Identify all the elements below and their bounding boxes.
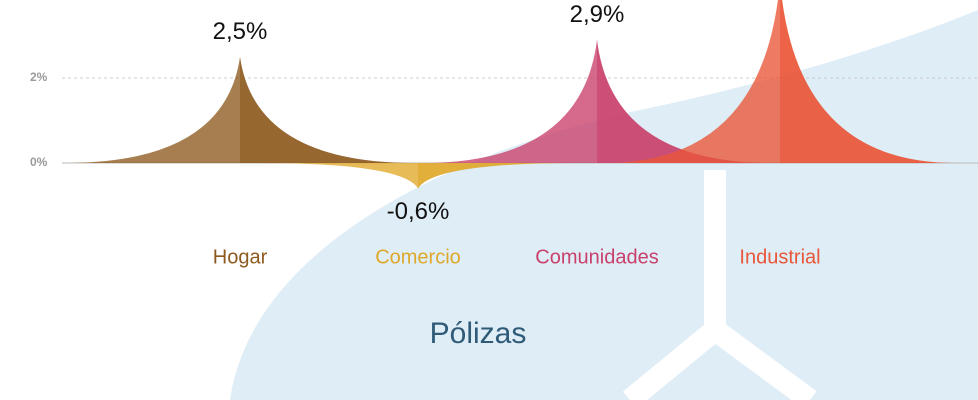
peak: [605, 0, 955, 163]
section-title: Pólizas: [430, 317, 527, 350]
category-label: Comercio: [375, 246, 461, 268]
peak: [258, 163, 578, 189]
peak: [422, 39, 772, 163]
peak: [65, 56, 415, 163]
category-label: Hogar: [213, 246, 268, 268]
background-swoosh: [230, 10, 978, 400]
plot: 0%2%4%2,5%Hogar-0,6%Comercio2,9%Comunida…: [30, 0, 978, 268]
background-branch: [623, 170, 817, 400]
category-label: Comunidades: [535, 246, 658, 268]
value-label: 2,5%: [213, 18, 268, 45]
y-tick-label: 2%: [30, 70, 48, 84]
y-tick-label: 0%: [30, 155, 48, 169]
value-label: -0,6%: [387, 198, 450, 225]
value-label: 2,9%: [570, 1, 625, 28]
category-label: Industrial: [739, 246, 820, 268]
